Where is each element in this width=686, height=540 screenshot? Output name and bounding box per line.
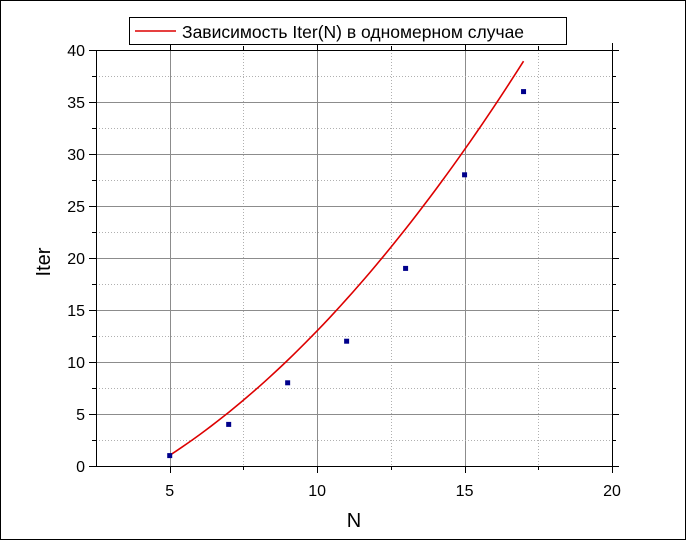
fit-line <box>169 60 525 457</box>
data-points <box>167 89 527 459</box>
data-point <box>403 265 409 271</box>
data-point <box>226 421 232 427</box>
y-tick-label: 20 <box>67 251 85 268</box>
data-point <box>521 89 527 95</box>
x-tick-label: 5 <box>165 483 174 500</box>
y-tick-labels: 0 5 10 15 20 25 30 35 40 <box>67 43 85 476</box>
legend-box <box>129 17 567 45</box>
y-tick-label: 0 <box>76 459 85 476</box>
data-point <box>167 453 173 459</box>
data-point <box>344 338 350 344</box>
x-tick-label: 15 <box>456 483 474 500</box>
x-tick-label: 10 <box>308 483 326 500</box>
y-tick-label: 15 <box>67 303 85 320</box>
y-tick-label: 40 <box>67 43 85 60</box>
x-tick-labels: 5 10 15 20 <box>165 483 621 500</box>
grid <box>96 50 612 466</box>
x-axis-title: N <box>347 510 361 532</box>
y-tick-label: 5 <box>76 407 85 424</box>
x-tick-label: 20 <box>603 483 621 500</box>
legend-label: Зависимость Iter(N) в одномерном случае <box>182 22 524 42</box>
y-axis-title: Iter <box>33 247 55 276</box>
y-tick-label: 25 <box>67 199 85 216</box>
y-tick-label: 35 <box>67 95 85 112</box>
data-point <box>462 172 468 178</box>
legend: Зависимость Iter(N) в одномерном случае <box>129 17 567 45</box>
y-tick-label: 30 <box>67 147 85 164</box>
data-point <box>285 380 291 386</box>
y-tick-label: 10 <box>67 355 85 372</box>
